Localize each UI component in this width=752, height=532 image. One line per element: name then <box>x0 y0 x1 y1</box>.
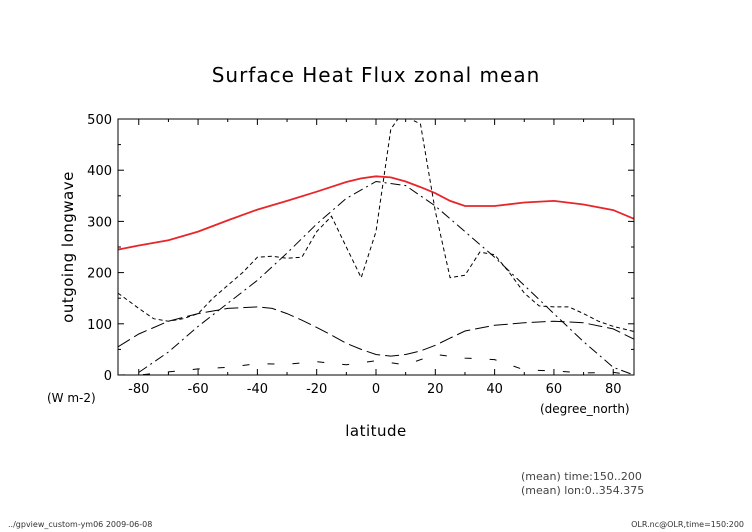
x-units: (degree_north) <box>540 402 630 416</box>
y-tick-label: 0 <box>104 369 112 384</box>
series-line-4 <box>118 119 634 332</box>
chart-title: Surface Heat Flux zonal mean <box>212 63 541 87</box>
x-tick-label: -40 <box>247 382 268 397</box>
y-axis-label: outgoing longwave <box>59 171 77 323</box>
series-line-3 <box>118 306 634 357</box>
y-tick-label: 300 <box>87 215 112 230</box>
series-line-5 <box>118 353 634 375</box>
plot-frame <box>117 118 635 376</box>
y-tick-label: 100 <box>87 318 112 333</box>
footer-right: OLR.nc@OLR,time=150:200 <box>631 520 744 529</box>
footer-left: ../gpview_custom-ym06 2009-06-08 <box>8 520 152 529</box>
y-axis-ticks: 0 100 200 300 400 500 <box>87 113 634 384</box>
annotation-mean-time: (mean) time:150..200 <box>521 470 642 483</box>
x-tick-label: -60 <box>187 382 208 397</box>
x-tick-label: 0 <box>372 382 380 397</box>
series-layer <box>118 119 634 375</box>
x-tick-label: 80 <box>605 382 622 397</box>
x-tick-label: 40 <box>486 382 503 397</box>
y-tick-label: 500 <box>87 113 112 128</box>
annotation-mean-lon: (mean) lon:0..354.375 <box>521 484 644 497</box>
y-tick-label: 200 <box>87 267 112 282</box>
y-units: (W m-2) <box>47 391 96 405</box>
x-tick-label: 60 <box>546 382 563 397</box>
series-line-2 <box>138 180 634 375</box>
x-tick-label: -80 <box>128 382 149 397</box>
x-tick-label: 20 <box>427 382 444 397</box>
x-axis-label: latitude <box>345 422 407 440</box>
y-tick-label: 400 <box>87 164 112 179</box>
x-tick-label: -20 <box>306 382 327 397</box>
series-line-1 <box>118 175 634 251</box>
x-axis-ticks: -80 -60 -40 -20 0 20 40 60 80 <box>128 119 622 397</box>
